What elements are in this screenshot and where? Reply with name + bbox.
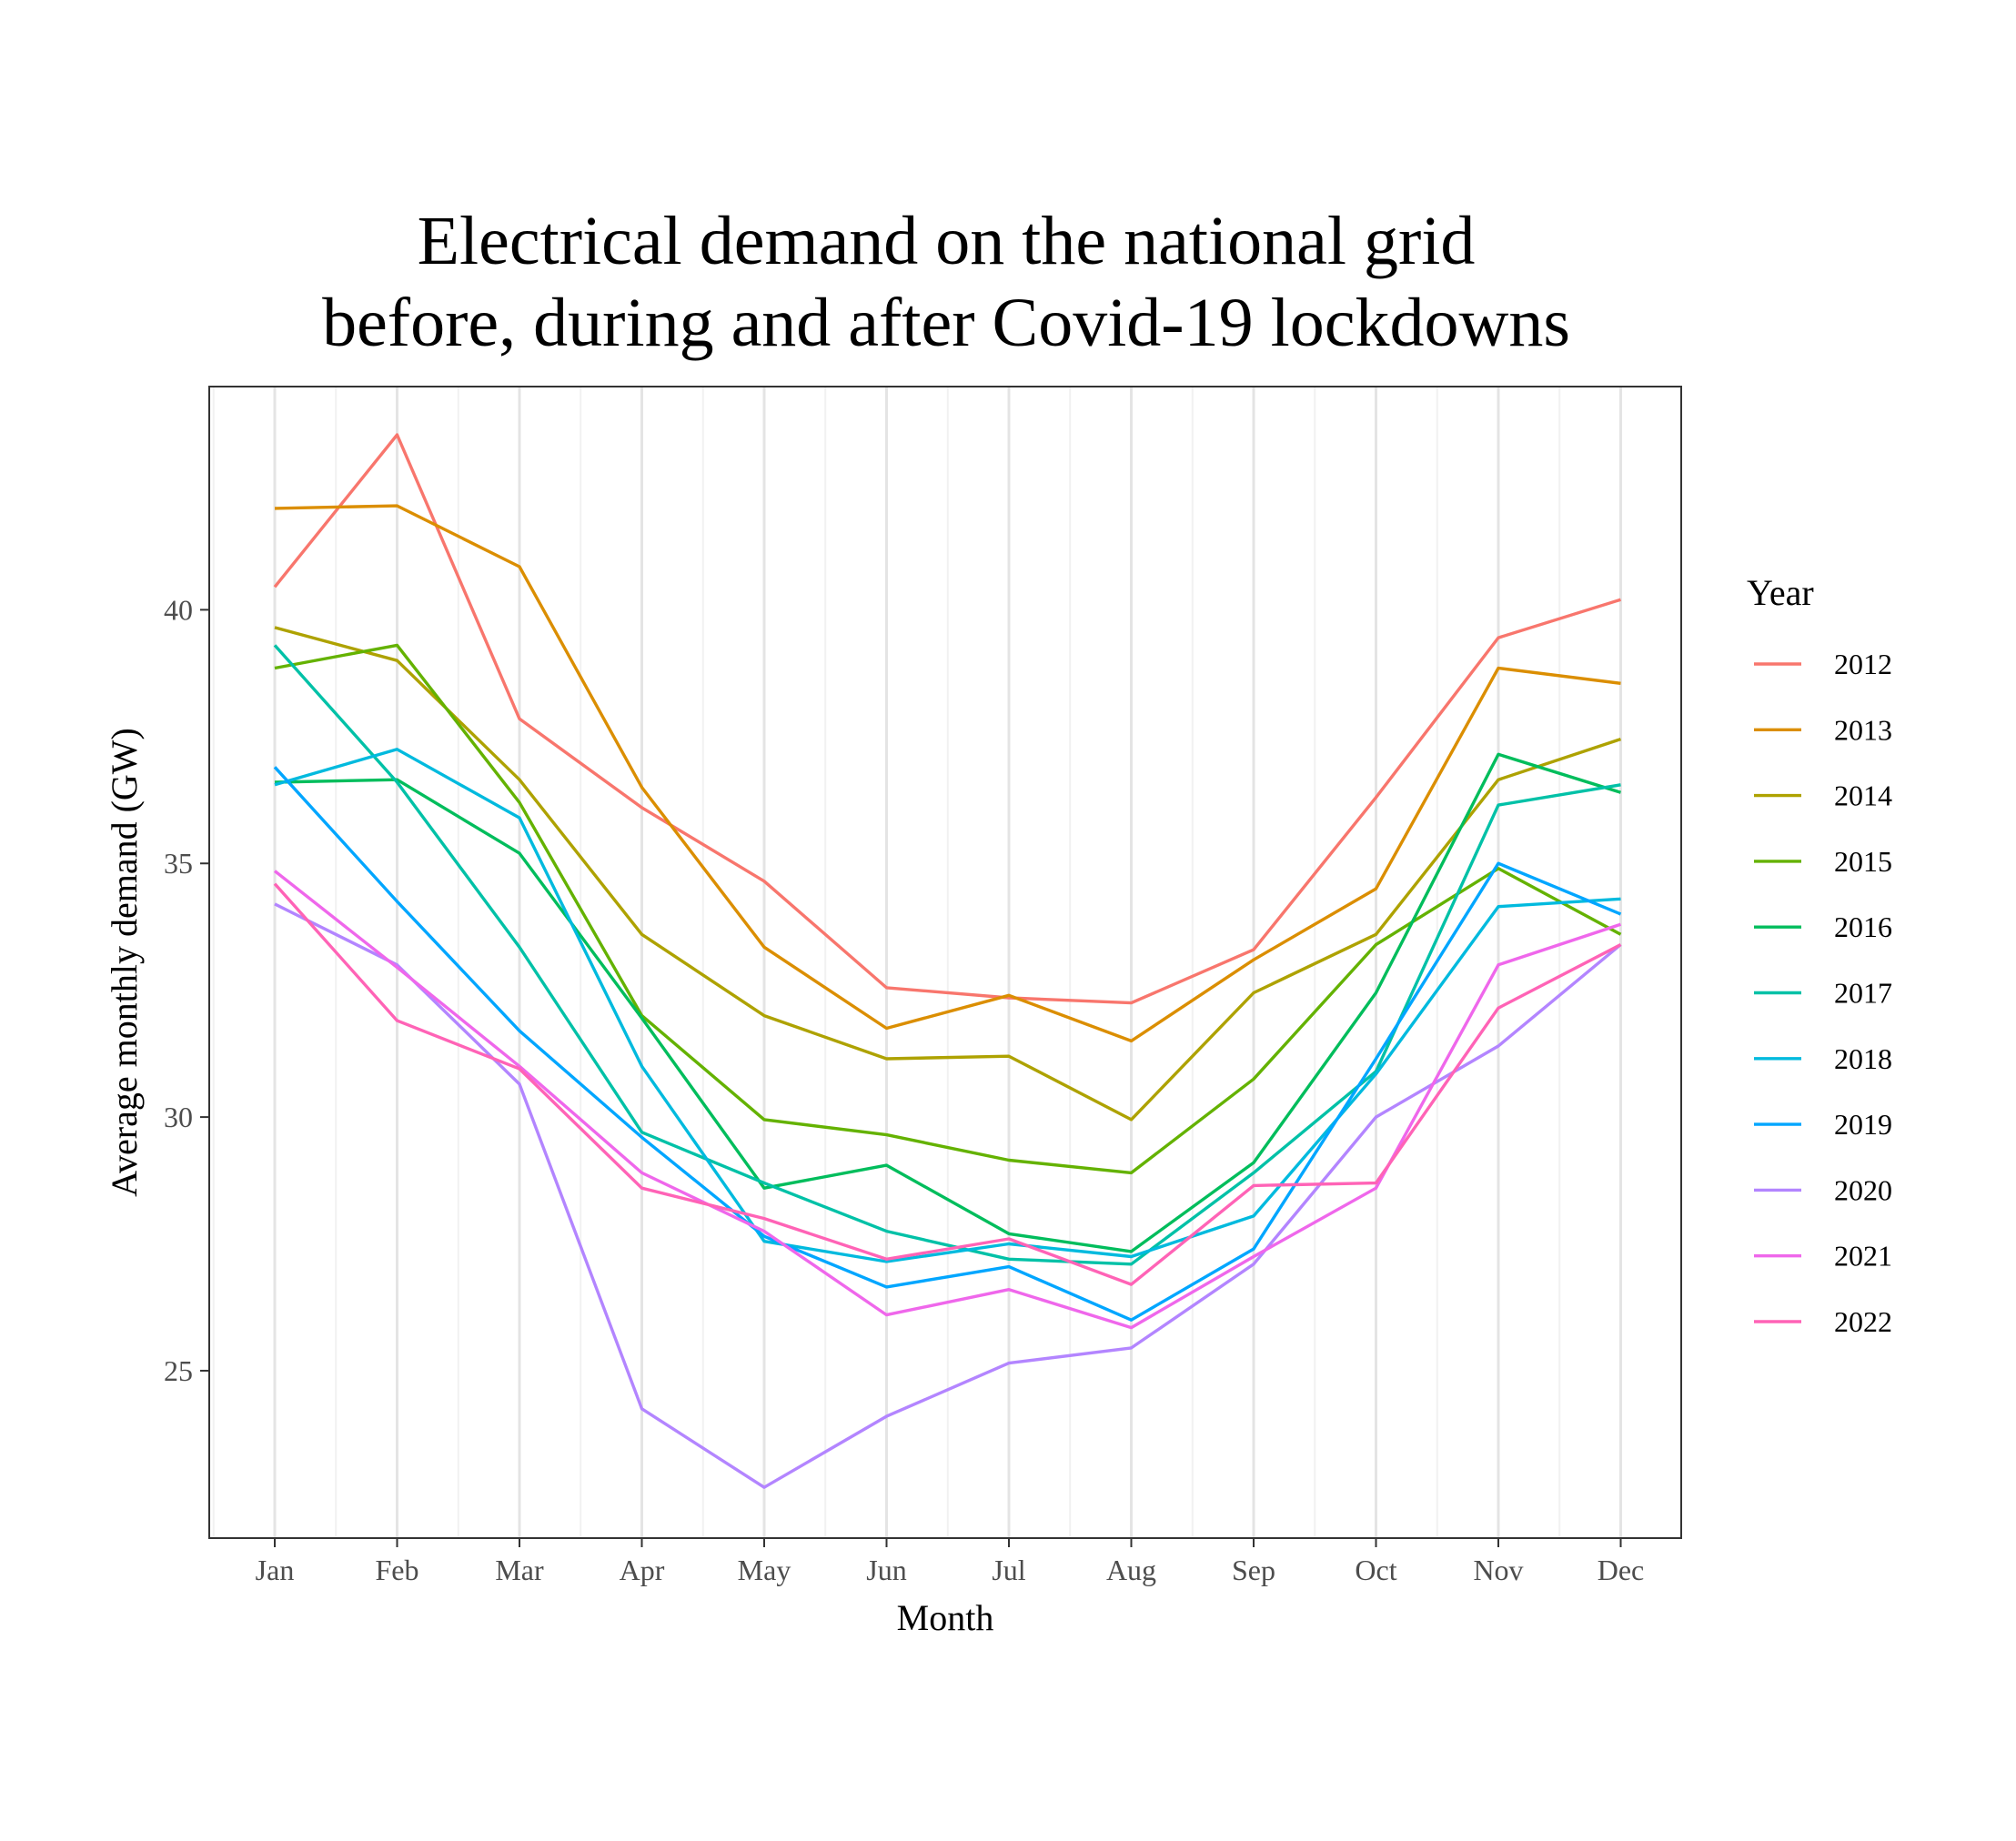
y-tick-label: 35 (164, 847, 193, 880)
legend-title: Year (1747, 572, 1814, 613)
legend-label-2018: 2018 (1834, 1042, 1892, 1075)
series-line-2016 (274, 752, 1622, 1253)
series-line-2013 (274, 504, 1621, 1043)
grid-lines (212, 387, 1622, 1538)
legend: Year 2012 2013 2014 2015 2016 2017 2018 2019 202… (1747, 572, 1892, 1338)
x-tick-label: Mar (495, 1554, 544, 1586)
plot-border (208, 386, 1682, 1539)
series-line-2018 (274, 748, 1621, 1263)
chart-title-line-1: Electrical demand on the national grid (418, 203, 1476, 279)
legend-label-2022: 2022 (1834, 1305, 1892, 1338)
legend-label-2014: 2014 (1834, 780, 1892, 812)
x-tick-label: Apr (620, 1554, 665, 1586)
x-tick-label: May (738, 1554, 791, 1586)
x-tick-label: Nov (1473, 1554, 1523, 1586)
y-axis-title: Average monthly demand (GW) (104, 728, 145, 1197)
x-tick-label: Aug (1106, 1554, 1156, 1586)
legend-item-2016: 2016 (1754, 910, 1892, 943)
series-line-2021 (273, 870, 1622, 1330)
legend-item-2012: 2012 (1754, 648, 1892, 680)
legend-item-2018: 2018 (1754, 1042, 1892, 1075)
legend-item-2021: 2021 (1754, 1240, 1892, 1273)
series-line-2014 (274, 626, 1622, 1122)
legend-label-2013: 2013 (1834, 713, 1892, 746)
x-tick-label: Jun (866, 1554, 906, 1586)
x-tick-label: Feb (376, 1554, 419, 1586)
chart-title-line-2: before, during and after Covid-19 lockdo… (322, 285, 1570, 361)
legend-item-2015: 2015 (1754, 845, 1892, 878)
legend-label-2012: 2012 (1834, 648, 1892, 680)
legend-item-2019: 2019 (1754, 1108, 1892, 1141)
y-tick-label: 25 (164, 1354, 193, 1387)
legend-item-2017: 2017 (1754, 977, 1892, 1010)
series-line-2012 (273, 433, 1622, 1005)
x-axis-title: Month (897, 1597, 994, 1638)
x-tick-label: Jan (256, 1554, 295, 1586)
legend-item-2020: 2020 (1754, 1173, 1892, 1206)
legend-label-2021: 2021 (1834, 1240, 1892, 1273)
y-tick-label: 30 (164, 1101, 193, 1133)
legend-label-2015: 2015 (1834, 845, 1892, 878)
legend-label-2019: 2019 (1834, 1108, 1892, 1141)
legend-label-2017: 2017 (1834, 977, 1892, 1010)
series-lines (273, 433, 1622, 1489)
x-tick-label: Oct (1355, 1554, 1396, 1586)
legend-item-2014: 2014 (1754, 780, 1892, 812)
x-tick-label: Jul (992, 1554, 1025, 1586)
series-line-2020 (274, 902, 1622, 1489)
x-tick-label: Dec (1598, 1554, 1645, 1586)
y-tick-label: 40 (164, 593, 193, 626)
legend-item-2013: 2013 (1754, 713, 1892, 746)
legend-item-2022: 2022 (1754, 1305, 1892, 1338)
legend-label-2020: 2020 (1834, 1173, 1892, 1206)
legend-label-2016: 2016 (1834, 910, 1892, 943)
x-tick-label: Sep (1232, 1554, 1275, 1586)
plot-panel (209, 387, 1681, 1538)
chart-title: Electrical demand on the national grid b… (322, 203, 1570, 361)
series-line-2022 (273, 882, 1622, 1286)
axes: Jan Feb Mar Apr May Jun Jul Aug Sep Oct Nov Dec 25 30… (164, 593, 1644, 1586)
series-line-2015 (274, 643, 1622, 1175)
series-line-2019 (273, 766, 1622, 1322)
